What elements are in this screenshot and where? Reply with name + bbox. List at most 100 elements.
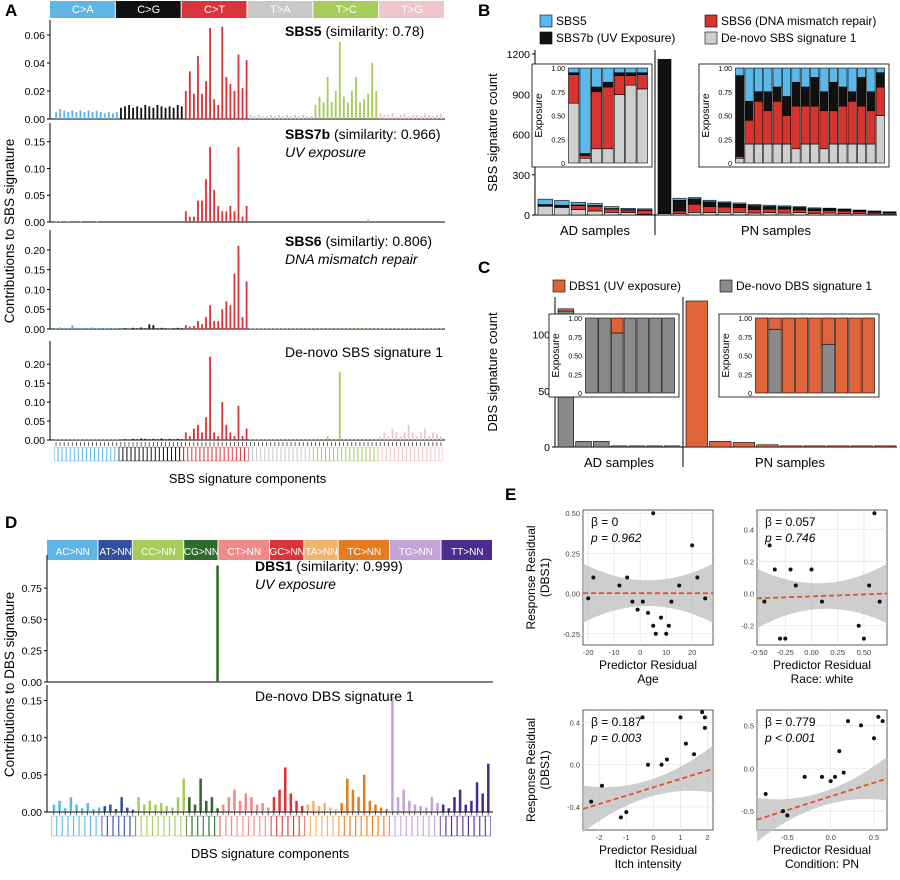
signature-bar [237, 54, 240, 119]
x-tick-label: 2 [705, 833, 709, 842]
x-tick-label-glyph [414, 446, 419, 462]
signature-bar [213, 99, 216, 119]
legend-swatch-sbs5 [539, 14, 553, 28]
signature-bar [168, 438, 171, 440]
data-point [846, 719, 850, 724]
inset-bar-segment-sbs5 [613, 67, 625, 74]
x-tick-label: 0.50 [857, 648, 872, 657]
signature-bar [201, 324, 203, 329]
signature-bar [306, 439, 309, 440]
signature-bar [197, 424, 199, 440]
signature-bar [363, 439, 365, 440]
signature-bar [403, 432, 406, 440]
y-tick-label: 0.10 [25, 284, 46, 296]
data-point [695, 575, 700, 580]
x-tick-label-glyph [357, 446, 363, 462]
stacked-bar-segment-sbs5 [537, 198, 553, 205]
inset-bar-segment-denovodbs [610, 332, 624, 394]
x-tick-label-glyph [86, 446, 91, 462]
data-point [646, 762, 650, 767]
inset-y-tick-label: 1.00 [738, 316, 752, 323]
inset-bar-segment-denovo [763, 143, 773, 164]
x-tick-label-glyph [62, 815, 68, 837]
stacked-bar-segment-sbs6 [822, 210, 837, 214]
signature-bar [317, 806, 321, 812]
inset-bar-segment-sbs5 [847, 67, 857, 93]
data-point [651, 623, 656, 628]
stacked-bar-segment-sbs7b [732, 203, 747, 208]
inset-y-tick-label: 0.25 [718, 137, 732, 144]
stacked-bar-segment-sbs5 [867, 210, 882, 212]
stacked-bar-segment-denovodbs [593, 441, 610, 448]
inset-bar-segment-denovodbs [585, 317, 598, 394]
scatter-subpanel-1: -20 -10 0 10 20 -0.25 0.00 0.25 0.50 β = 0 p = 0.9… [563, 509, 714, 686]
signature-bar [221, 26, 224, 120]
signature-bar [140, 438, 143, 440]
x-tick-label: 0 [638, 648, 642, 657]
signature-bar [245, 205, 248, 222]
inset-bar-segment-sbs6 [838, 105, 848, 145]
x-tick-label-glyph [106, 446, 111, 462]
signature-bar [326, 436, 329, 440]
x-tick-label-glyph [130, 446, 136, 462]
signature-bar [192, 428, 195, 440]
x-tick-label-glyph [301, 446, 306, 462]
signature-bar [164, 107, 167, 119]
inset-bar-segment-sbs6 [613, 75, 625, 95]
x-tick-label-glyph [158, 815, 164, 837]
p-value-label: p = 0.746 [764, 531, 816, 545]
signature-bar [395, 116, 398, 119]
category-header-t-a [247, 1, 313, 18]
inset-bar-segment-sbs6 [819, 110, 829, 150]
inset-bar-segment-denovo [847, 143, 857, 164]
inset-y-tick-label: 0 [728, 161, 732, 168]
inset-bar-segment-sbs7b [744, 100, 754, 121]
signature-bar [306, 804, 310, 812]
signature-bar [213, 321, 216, 329]
x-tick-label-glyph [56, 815, 63, 837]
y-tick-label: -0.25 [563, 630, 580, 639]
signature-bar [83, 439, 86, 440]
signature-bar [391, 428, 394, 440]
inset-bar-segment-denovo [838, 143, 848, 164]
signature-bar [261, 803, 264, 812]
inset-bar-segment-sbs7b [875, 72, 885, 88]
inset-y-tick-label: 0.75 [551, 90, 565, 97]
signature-bar [172, 328, 175, 329]
inset-bar-segment-sbs7b [810, 77, 820, 107]
signature-bar [80, 808, 84, 812]
x-tick-label-glyph [365, 446, 371, 462]
signature-bar [188, 326, 191, 329]
x-tick-label-glyph [151, 446, 156, 462]
x-tick-label-glyph [113, 815, 119, 837]
legend-swatch-denovodbs [719, 279, 733, 293]
signature-bar [156, 328, 159, 329]
data-point [788, 567, 793, 572]
y-tick-label: 0.15 [25, 265, 46, 277]
stacked-bar-segment-denovodbs [663, 445, 681, 448]
stacked-bar-segment-sbs5 [747, 204, 762, 206]
y-axis-title: Contributions to SBS signature [2, 139, 17, 324]
y-tick-label: 0.06 [25, 30, 46, 42]
signature-bar [188, 797, 191, 812]
signature-bar [253, 116, 256, 119]
category-header-ta-nn [304, 540, 338, 560]
x-tick-label-glyph [118, 815, 125, 837]
y-tick-label: 0.50 [22, 614, 43, 626]
signature-bar [375, 91, 378, 119]
signature-bar [338, 328, 341, 329]
stacked-bar-segment-dbs1 [779, 445, 803, 448]
category-header-tg-nn [390, 540, 441, 560]
panel-a: A C>A C>G C>T T>A T>C T>G Contributions to SBS … [2, 1, 445, 486]
inset-bar-segment-dbs1 [610, 317, 624, 334]
inset-bar-segment-denovo [772, 143, 782, 164]
inset-bar-segment-sbs6 [800, 105, 810, 145]
x-tick-label-glyph [195, 446, 200, 462]
inset-bar-segment-sbs6 [568, 74, 580, 104]
data-point [762, 599, 767, 604]
signature-bar [120, 107, 122, 119]
signature-bar [92, 809, 95, 812]
signature-bar [351, 91, 353, 119]
x-tick-label-glyph [402, 446, 407, 462]
inset-bar-segment-denovo [625, 84, 637, 164]
